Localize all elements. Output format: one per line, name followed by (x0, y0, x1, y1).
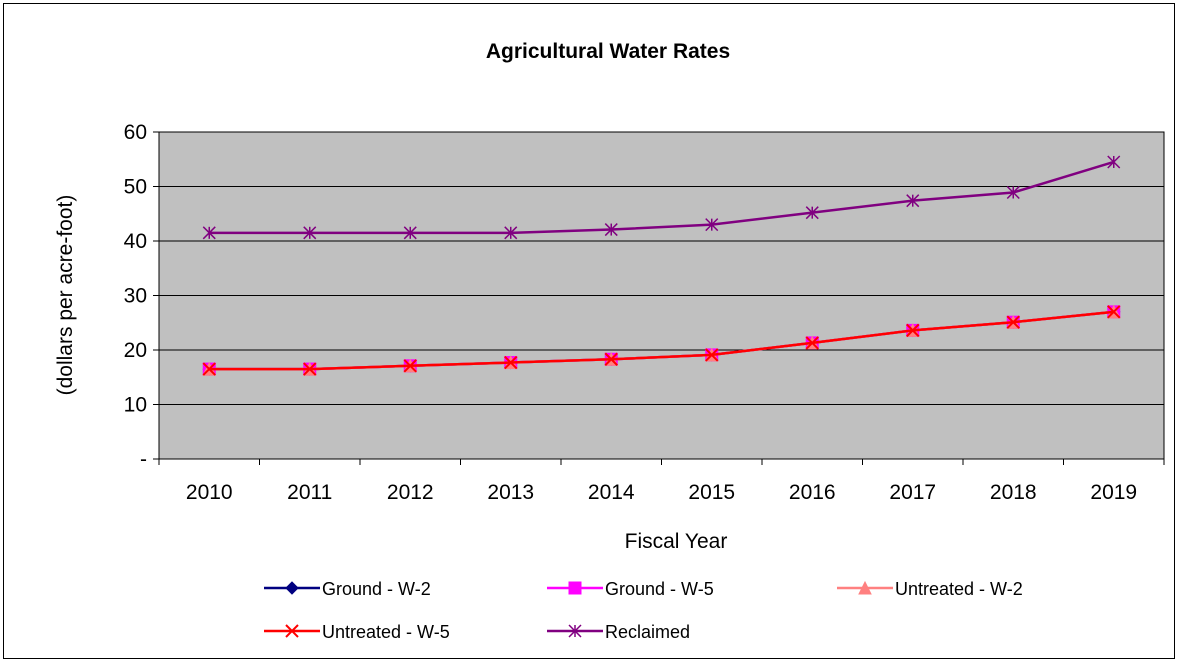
series-line (209, 160, 1115, 235)
legend-label: Untreated - W-2 (895, 579, 1023, 599)
x-tick-label: 2019 (1090, 481, 1137, 504)
series-line (209, 310, 1114, 371)
legend-marker (285, 624, 299, 638)
data-point (303, 362, 317, 376)
legend-marker (568, 581, 582, 595)
data-point (403, 359, 417, 373)
legend-item-reclaimed: Reclaimed (547, 622, 690, 642)
legend-marker (285, 581, 299, 595)
x-axis-label: Fiscal Year (625, 530, 728, 553)
series-reclaimed (202, 155, 1121, 240)
data-point (1006, 185, 1020, 200)
legend: Ground - W-2 Ground - W-5 Untreated - W-2 U… (264, 579, 1023, 642)
data-point (1006, 315, 1020, 329)
data-point (1107, 155, 1121, 169)
series-layer (202, 155, 1121, 376)
y-axis-label: (dollars per acre-foot) (54, 195, 77, 396)
legend-item-ground-w-5: Ground - W-5 (547, 579, 714, 599)
y-tick-label: 40 (124, 230, 147, 253)
y-tick-label: - (140, 448, 147, 471)
data-point (303, 226, 317, 240)
x-tick-label: 2015 (688, 481, 735, 504)
data-point (403, 226, 417, 240)
x-tick-label: 2011 (287, 481, 332, 504)
data-point (805, 336, 819, 350)
data-point (705, 218, 719, 232)
data-point (906, 194, 920, 208)
y-tick-label: 20 (124, 339, 147, 362)
data-point (705, 348, 719, 362)
legend-item-untreated-w-2: Untreated - W-2 (837, 579, 1023, 599)
y-tick-label: 10 (124, 394, 147, 417)
legend-marker (568, 624, 582, 638)
data-point (202, 362, 216, 376)
x-tick-label: 2018 (990, 481, 1037, 504)
x-tick-label: 2014 (588, 481, 635, 504)
x-tick-label: 2017 (889, 481, 936, 504)
data-point (504, 355, 518, 370)
legend-marker (858, 580, 872, 595)
x-tick-label: 2016 (789, 481, 836, 504)
legend-item-ground-w-2: Ground - W-2 (264, 579, 431, 599)
x-tick-label: 2013 (487, 481, 534, 504)
chart-title: Agricultural Water Rates (486, 40, 730, 63)
y-tick-label: 30 (124, 285, 147, 308)
legend-label: Untreated - W-5 (322, 622, 450, 642)
data-point (504, 226, 518, 240)
x-axis: 2010 2011 2012 2013 2014 2015 2016 2017 2018 2019 (158, 458, 1165, 504)
data-point (1107, 305, 1121, 319)
y-tick-label: 60 (124, 121, 147, 144)
data-point (604, 352, 618, 366)
legend-label: Ground - W-5 (605, 579, 714, 599)
grid-lines (159, 131, 1164, 405)
data-point (805, 206, 819, 220)
legend-label: Reclaimed (605, 622, 690, 642)
y-tick-label: 50 (124, 176, 147, 199)
legend-label: Ground - W-2 (322, 579, 431, 599)
data-point (202, 226, 216, 240)
legend-item-untreated-w-5: Untreated - W-5 (264, 622, 450, 642)
x-tick-label: 2012 (387, 481, 434, 504)
series-untreated-w-5 (202, 305, 1121, 376)
data-point (604, 223, 618, 237)
data-point (906, 323, 920, 338)
y-axis: - 10 20 30 40 50 60 (124, 121, 160, 471)
x-tick-label: 2010 (186, 481, 233, 504)
